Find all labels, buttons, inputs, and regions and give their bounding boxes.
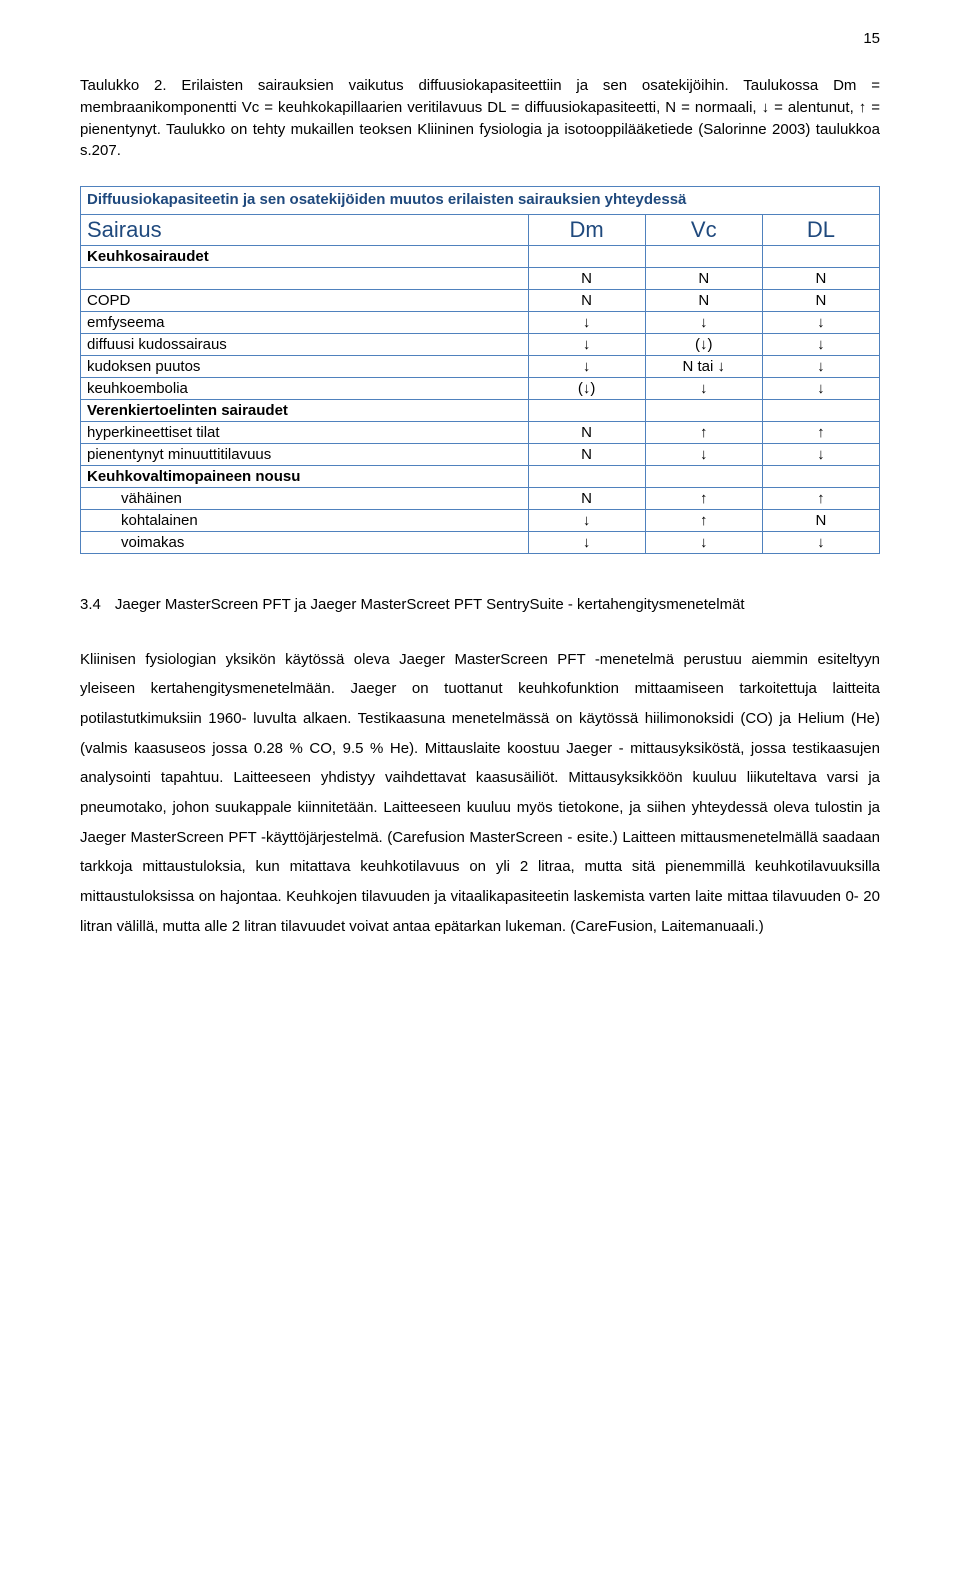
section-label: Keuhkosairaudet	[81, 246, 529, 268]
body-paragraph: Kliinisen fysiologian yksikön käytössä o…	[80, 645, 880, 942]
row-label: voimakas	[81, 532, 529, 554]
row-label: emfyseema	[81, 312, 529, 334]
cell: N	[762, 290, 879, 312]
cell: (↓)	[528, 378, 645, 400]
cell: ↑	[762, 488, 879, 510]
section-heading: 3.4 Jaeger MasterScreen PFT ja Jaeger Ma…	[80, 594, 880, 617]
table-caption: Taulukko 2. Erilaisten sairauksien vaiku…	[80, 75, 880, 162]
table-title: Diffuusiokapasiteetin ja sen osatekijöid…	[81, 187, 880, 215]
cell: N	[645, 268, 762, 290]
cell: ↓	[528, 510, 645, 532]
col-header: Sairaus	[81, 215, 529, 246]
cell: ↑	[645, 510, 762, 532]
cell: ↓	[762, 312, 879, 334]
cell: ↓	[645, 444, 762, 466]
row-label: keuhkoembolia	[81, 378, 529, 400]
page-number: 15	[80, 30, 880, 47]
cell: ↓	[645, 532, 762, 554]
disease-table: Diffuusiokapasiteetin ja sen osatekijöid…	[80, 186, 880, 554]
col-header: DL	[762, 215, 879, 246]
row-label	[81, 268, 529, 290]
cell: ↑	[645, 422, 762, 444]
row-label: pienentynyt minuuttitilavuus	[81, 444, 529, 466]
cell: N	[528, 422, 645, 444]
body-text: Kliinisen fysiologian yksikön käytössä o…	[80, 645, 880, 942]
cell: ↓	[528, 312, 645, 334]
cell: ↓	[762, 532, 879, 554]
cell: (↓)	[645, 334, 762, 356]
cell	[645, 246, 762, 268]
cell: N	[645, 290, 762, 312]
cell	[645, 466, 762, 488]
row-label: COPD	[81, 290, 529, 312]
cell: N	[762, 510, 879, 532]
section-title: Jaeger MasterScreen PFT ja Jaeger Master…	[115, 594, 880, 617]
cell	[762, 400, 879, 422]
cell	[528, 400, 645, 422]
cell: N	[528, 268, 645, 290]
row-label: kudoksen puutos	[81, 356, 529, 378]
cell: N tai ↓	[645, 356, 762, 378]
cell: ↓	[762, 378, 879, 400]
cell: ↓	[528, 334, 645, 356]
row-label: hyperkineettiset tilat	[81, 422, 529, 444]
section-number: 3.4	[80, 594, 101, 617]
cell	[528, 246, 645, 268]
col-header: Vc	[645, 215, 762, 246]
cell	[762, 466, 879, 488]
cell: ↓	[762, 334, 879, 356]
cell: N	[528, 488, 645, 510]
cell: N	[528, 444, 645, 466]
cell: ↓	[645, 378, 762, 400]
col-header: Dm	[528, 215, 645, 246]
cell: ↓	[762, 444, 879, 466]
cell	[528, 466, 645, 488]
cell: N	[762, 268, 879, 290]
row-label: kohtalainen	[81, 510, 529, 532]
cell: N	[528, 290, 645, 312]
row-label: diffuusi kudossairaus	[81, 334, 529, 356]
cell: ↓	[645, 312, 762, 334]
page: 15 Taulukko 2. Erilaisten sairauksien va…	[0, 0, 960, 991]
cell: ↑	[762, 422, 879, 444]
cell: ↓	[762, 356, 879, 378]
cell	[762, 246, 879, 268]
cell: ↓	[528, 356, 645, 378]
cell: ↑	[645, 488, 762, 510]
cell: ↓	[528, 532, 645, 554]
row-label: vähäinen	[81, 488, 529, 510]
cell	[645, 400, 762, 422]
section-label: Verenkiertoelinten sairaudet	[81, 400, 529, 422]
section-label: Keuhkovaltimopaineen nousu	[81, 466, 529, 488]
